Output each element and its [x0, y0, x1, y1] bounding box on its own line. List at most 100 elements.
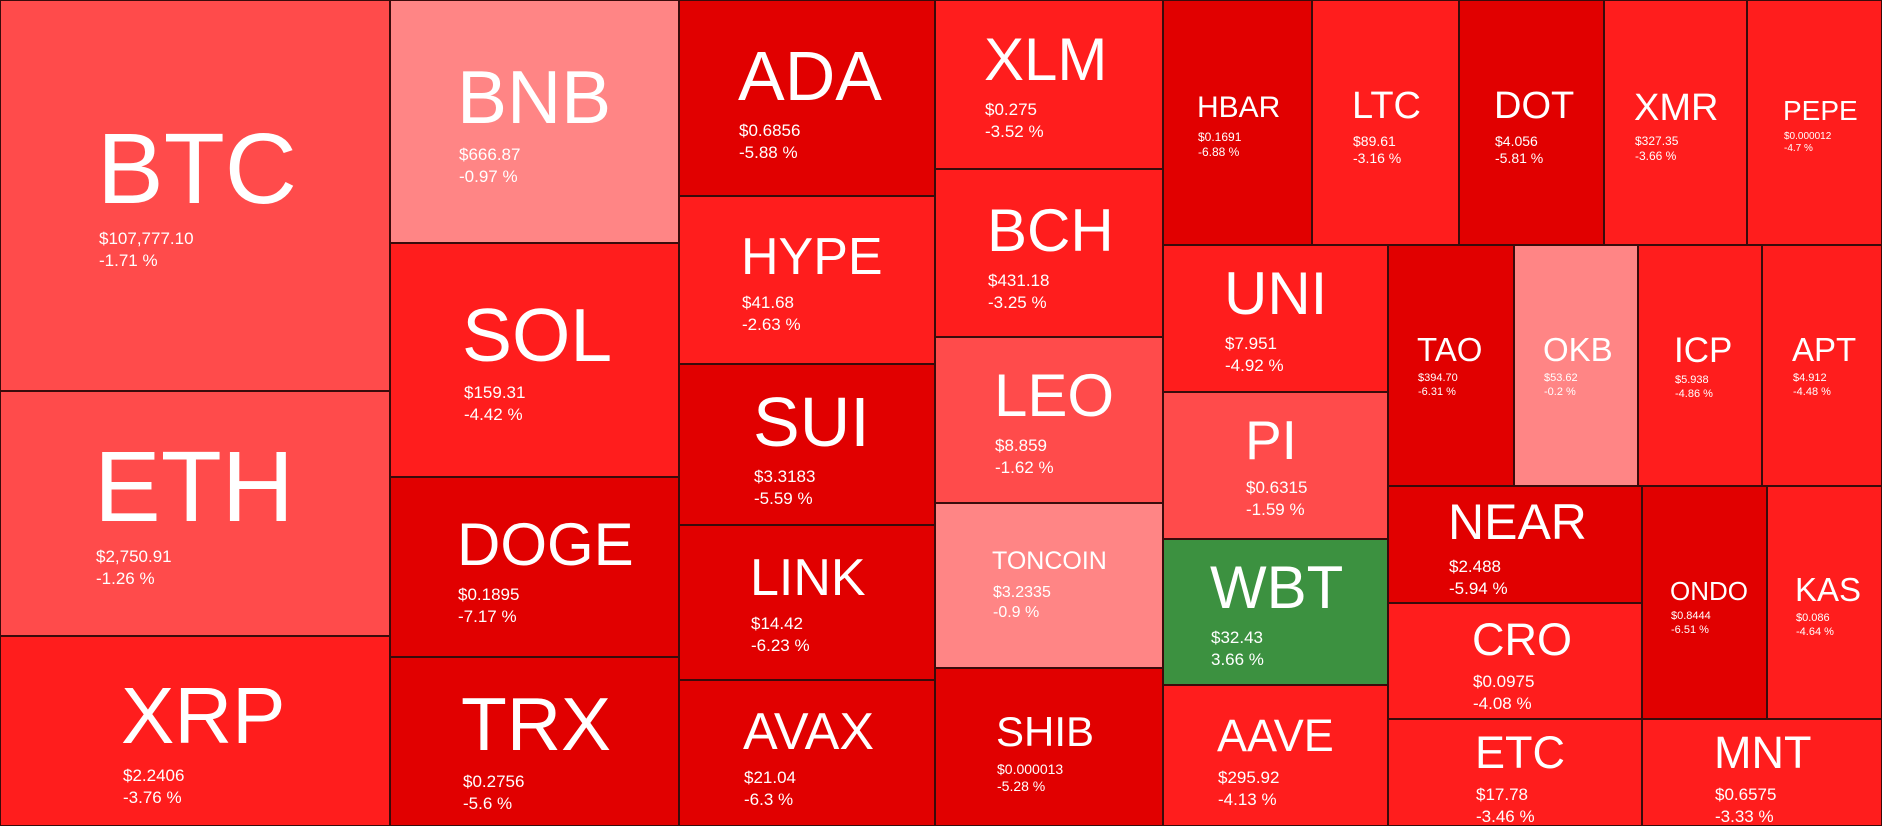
- coin-price: $14.42: [751, 614, 803, 634]
- tile-pi[interactable]: PI $0.6315 -1.59 %: [1163, 392, 1388, 539]
- coin-symbol: XLM: [984, 26, 1108, 93]
- coin-symbol: XRP: [121, 671, 286, 760]
- coin-price: $4.056: [1495, 132, 1538, 149]
- tile-etc[interactable]: ETC $17.78 -3.46 %: [1388, 719, 1642, 826]
- coin-change: -5.59 %: [754, 488, 813, 508]
- coin-change: -4.7 %: [1784, 143, 1813, 154]
- coin-price: $0.275: [985, 100, 1037, 120]
- coin-symbol: WBT: [1210, 554, 1344, 621]
- tile-cro[interactable]: CRO $0.0975 -4.08 %: [1388, 603, 1642, 719]
- coin-change: -5.28 %: [997, 778, 1046, 795]
- tile-sol[interactable]: SOL $159.31 -4.42 %: [390, 243, 679, 477]
- tile-tao[interactable]: TAO $394.70 -6.31 %: [1388, 245, 1514, 486]
- coin-change: -5.81 %: [1495, 150, 1544, 167]
- tile-ondo[interactable]: ONDO $0.8444 -6.51 %: [1642, 486, 1767, 719]
- coin-change: -6.3 %: [744, 789, 794, 809]
- coin-change: -3.46 %: [1476, 806, 1535, 826]
- tile-icp[interactable]: ICP $5.938 -4.86 %: [1638, 245, 1762, 486]
- coin-change: -4.92 %: [1225, 355, 1284, 375]
- tile-leo[interactable]: LEO $8.859 -1.62 %: [935, 337, 1163, 503]
- coin-symbol: OKB: [1543, 331, 1613, 368]
- tile-hbar[interactable]: HBAR $0.1691 -6.88 %: [1163, 0, 1312, 245]
- coin-price: $0.000012: [1784, 130, 1832, 142]
- coin-symbol: TRX: [461, 682, 611, 766]
- coin-symbol: SUI: [753, 383, 870, 461]
- coin-price: $159.31: [464, 383, 526, 403]
- tile-near[interactable]: NEAR $2.488 -5.94 %: [1388, 486, 1642, 603]
- tile-avax[interactable]: AVAX $21.04 -6.3 %: [679, 680, 935, 826]
- tile-toncoin[interactable]: TONCOIN $3.2335 -0.9 %: [935, 503, 1163, 668]
- tile-trx[interactable]: TRX $0.2756 -5.6 %: [390, 657, 679, 826]
- tile-wbt[interactable]: WBT $32.43 3.66 %: [1163, 539, 1388, 685]
- coin-symbol: TAO: [1417, 331, 1483, 368]
- tile-btc[interactable]: BTC $107,777.10 -1.71 %: [0, 0, 390, 391]
- tile-pepe[interactable]: PEPE $0.000012 -4.7 %: [1747, 0, 1882, 245]
- coin-change: -1.62 %: [995, 457, 1054, 477]
- coin-change: -5.88 %: [739, 142, 798, 162]
- tile-ltc[interactable]: LTC $89.61 -3.16 %: [1312, 0, 1459, 245]
- coin-price: $0.6856: [739, 121, 801, 141]
- coin-price: $107,777.10: [99, 229, 194, 249]
- coin-change: -4.48 %: [1793, 385, 1831, 398]
- coin-change: -4.64 %: [1796, 625, 1834, 638]
- tile-xlm[interactable]: XLM $0.275 -3.52 %: [935, 0, 1163, 169]
- coin-price: $0.1691: [1198, 129, 1242, 144]
- coin-change: -4.08 %: [1473, 693, 1532, 713]
- coin-symbol: SHIB: [996, 708, 1095, 755]
- tile-sui[interactable]: SUI $3.3183 -5.59 %: [679, 364, 935, 525]
- coin-symbol: DOGE: [457, 511, 634, 578]
- tile-eth[interactable]: ETH $2,750.91 -1.26 %: [0, 391, 390, 636]
- coin-change: -6.51 %: [1671, 623, 1709, 636]
- coin-price: $327.35: [1635, 133, 1679, 148]
- coin-symbol: APT: [1792, 331, 1857, 368]
- coin-symbol: LEO: [994, 362, 1115, 429]
- tile-apt[interactable]: APT $4.912 -4.48 %: [1762, 245, 1882, 486]
- tile-ada[interactable]: ADA $0.6856 -5.88 %: [679, 0, 935, 196]
- coin-symbol: AAVE: [1217, 710, 1334, 761]
- coin-change: 3.66 %: [1211, 649, 1264, 669]
- coin-change: -6.23 %: [751, 635, 810, 655]
- coin-symbol: ICP: [1674, 331, 1733, 370]
- coin-symbol: UNI: [1224, 260, 1328, 327]
- tile-mnt[interactable]: MNT $0.6575 -3.33 %: [1642, 719, 1882, 826]
- tile-xrp[interactable]: XRP $2.2406 -3.76 %: [0, 636, 390, 826]
- coin-change: -2.63 %: [742, 314, 801, 334]
- tile-dot[interactable]: DOT $4.056 -5.81 %: [1459, 0, 1604, 245]
- tile-okb[interactable]: OKB $53.62 -0.2 %: [1514, 245, 1638, 486]
- tile-aave[interactable]: AAVE $295.92 -4.13 %: [1163, 685, 1388, 826]
- coin-change: -0.2 %: [1544, 385, 1576, 398]
- coin-price: $7.951: [1225, 334, 1277, 354]
- coin-change: -0.97 %: [459, 166, 518, 186]
- coin-symbol: BTC: [97, 113, 297, 225]
- tile-shib[interactable]: SHIB $0.000013 -5.28 %: [935, 668, 1163, 826]
- coin-symbol: TONCOIN: [992, 547, 1107, 575]
- tile-bnb[interactable]: BNB $666.87 -0.97 %: [390, 0, 679, 243]
- coin-price: $0.0975: [1473, 672, 1535, 692]
- coin-price: $431.18: [988, 271, 1050, 291]
- coin-price: $53.62: [1544, 372, 1578, 385]
- coin-change: -0.9 %: [993, 603, 1040, 621]
- coin-change: -3.25 %: [988, 292, 1047, 312]
- coin-symbol: DOT: [1494, 85, 1575, 127]
- coin-price: $5.938: [1675, 374, 1709, 387]
- tile-doge[interactable]: DOGE $0.1895 -7.17 %: [390, 477, 679, 657]
- coin-symbol: BCH: [987, 197, 1114, 264]
- tile-bch[interactable]: BCH $431.18 -3.25 %: [935, 169, 1163, 337]
- coin-symbol: LINK: [750, 549, 866, 607]
- coin-symbol: LTC: [1352, 85, 1421, 127]
- tile-link[interactable]: LINK $14.42 -6.23 %: [679, 525, 935, 680]
- tile-hype[interactable]: HYPE $41.68 -2.63 %: [679, 196, 935, 364]
- coin-price: $2.488: [1449, 557, 1501, 577]
- coin-price: $0.000013: [997, 760, 1064, 777]
- tile-kas[interactable]: KAS $0.086 -4.64 %: [1767, 486, 1882, 719]
- coin-change: -1.71 %: [99, 250, 158, 270]
- coin-price: $0.1895: [458, 585, 520, 605]
- tile-uni[interactable]: UNI $7.951 -4.92 %: [1163, 245, 1388, 392]
- coin-change: -6.88 %: [1198, 144, 1240, 159]
- coin-change: -3.16 %: [1353, 150, 1402, 167]
- coin-symbol: KAS: [1795, 571, 1862, 608]
- tile-xmr[interactable]: XMR $327.35 -3.66 %: [1604, 0, 1747, 245]
- coin-symbol: MNT: [1714, 727, 1812, 778]
- coin-change: -3.76 %: [123, 787, 182, 807]
